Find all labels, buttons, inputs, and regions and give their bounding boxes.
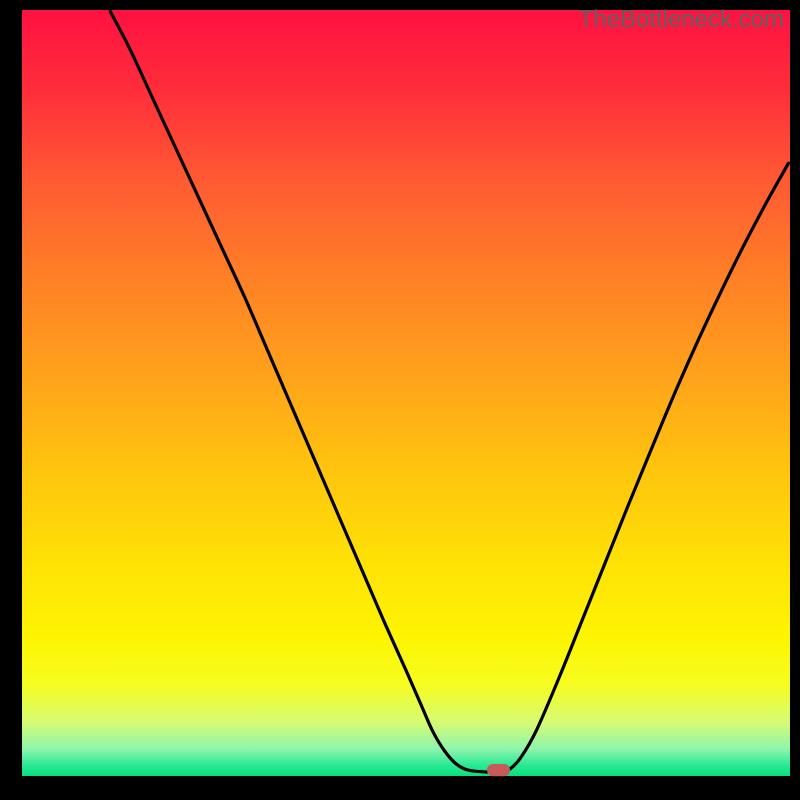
chart-frame: TheBottleneck.com (0, 0, 800, 800)
plot-area (22, 10, 790, 776)
optimum-marker (485, 762, 512, 778)
bottleneck-curve (22, 10, 790, 776)
watermark-text: TheBottleneck.com (579, 6, 784, 34)
